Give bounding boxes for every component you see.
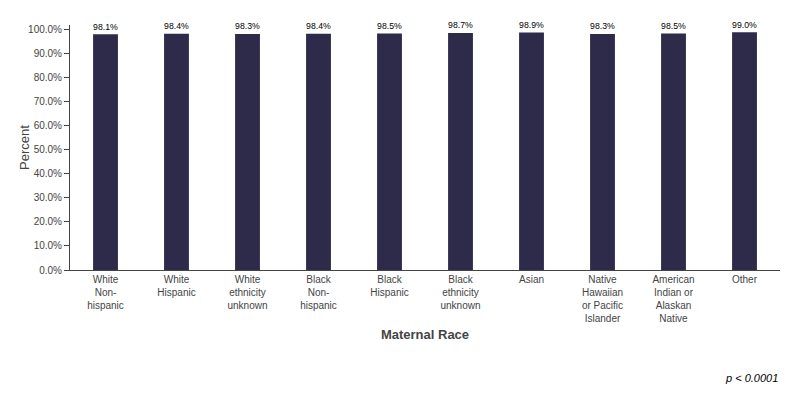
svg-text:AmericanIndian orAlaskanNative: AmericanIndian orAlaskanNative <box>652 274 694 324</box>
svg-text:98.9%: 98.9% <box>519 20 544 30</box>
svg-text:Maternal Race: Maternal Race <box>381 327 469 342</box>
svg-text:Blackethnicityunknown: Blackethnicityunknown <box>440 274 480 311</box>
svg-text:98.5%: 98.5% <box>661 21 686 31</box>
svg-text:Asian: Asian <box>519 274 544 285</box>
svg-text:99.0%: 99.0% <box>732 20 757 30</box>
svg-text:70.0%: 70.0% <box>34 96 62 107</box>
svg-text:98.4%: 98.4% <box>306 21 331 31</box>
svg-text:Whiteethnicityunknown: Whiteethnicityunknown <box>227 274 267 311</box>
svg-text:98.3%: 98.3% <box>590 21 615 31</box>
svg-text:50.0%: 50.0% <box>34 144 62 155</box>
svg-text:Percent: Percent <box>17 125 32 170</box>
svg-text:98.5%: 98.5% <box>377 21 402 31</box>
svg-text:BlackHispanic: BlackHispanic <box>370 274 408 298</box>
svg-text:30.0%: 30.0% <box>34 192 62 203</box>
svg-text:100.0%: 100.0% <box>28 24 62 35</box>
svg-text:90.0%: 90.0% <box>34 48 62 59</box>
svg-text:40.0%: 40.0% <box>34 168 62 179</box>
svg-text:20.0%: 20.0% <box>34 216 62 227</box>
svg-text:98.7%: 98.7% <box>448 20 473 30</box>
svg-text:98.1%: 98.1% <box>93 22 118 32</box>
svg-text:60.0%: 60.0% <box>34 120 62 131</box>
svg-text:NativeHawaiianor PacificIsland: NativeHawaiianor PacificIslander <box>582 274 623 324</box>
svg-text:10.0%: 10.0% <box>34 240 62 251</box>
svg-text:p < 0.0001: p < 0.0001 <box>725 372 778 384</box>
svg-text:WhiteHispanic: WhiteHispanic <box>157 274 195 298</box>
svg-text:98.3%: 98.3% <box>235 21 260 31</box>
svg-text:BlackNon-hispanic: BlackNon-hispanic <box>300 274 337 311</box>
svg-text:98.4%: 98.4% <box>164 21 189 31</box>
svg-text:0.0%: 0.0% <box>39 265 62 276</box>
svg-text:80.0%: 80.0% <box>34 72 62 83</box>
svg-text:Other: Other <box>732 274 758 285</box>
svg-text:WhiteNon-hispanic: WhiteNon-hispanic <box>87 274 124 311</box>
